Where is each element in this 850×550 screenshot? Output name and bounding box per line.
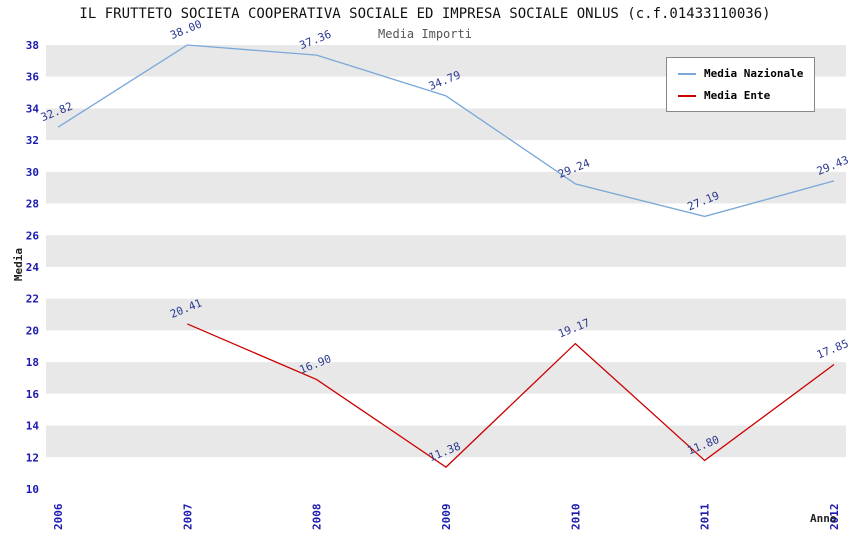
- x-tick-label: 2012: [828, 504, 841, 531]
- plot-band: [46, 362, 846, 394]
- legend-marker-media-ente: [678, 94, 696, 97]
- y-tick-label: 16: [26, 388, 40, 401]
- y-tick-label: 10: [26, 483, 39, 496]
- y-tick-label: 22: [26, 293, 39, 306]
- chart-title: IL FRUTTETO SOCIETA COOPERATIVA SOCIALE …: [79, 6, 771, 22]
- plot-band: [46, 140, 846, 172]
- x-axis-title: Anno: [810, 512, 837, 525]
- y-tick-label: 14: [26, 420, 40, 433]
- series-line: [187, 323, 835, 468]
- y-tick-label: 28: [26, 198, 39, 211]
- y-tick-label: 30: [26, 166, 39, 179]
- legend-item-media-nazionale: Media Nazionale: [678, 67, 803, 80]
- x-tick-label: 2008: [311, 504, 324, 531]
- plot-band: [46, 171, 846, 204]
- y-tick-label: 26: [26, 229, 40, 242]
- legend-label-media-nazionale: Media Nazionale: [704, 67, 804, 80]
- y-tick-label: 38: [26, 39, 39, 52]
- y-tick-label: 20: [26, 324, 39, 337]
- x-tick-label: 2011: [699, 503, 712, 530]
- x-tick-label: 2007: [181, 504, 194, 531]
- x-tick-label: 2010: [569, 504, 582, 531]
- y-axis-title: Media: [12, 247, 26, 282]
- plot-band: [46, 457, 846, 489]
- y-tick-label: 18: [26, 356, 39, 369]
- y-tick-label: 32: [26, 134, 39, 147]
- legend-marker-media-nazionale: [678, 72, 696, 75]
- legend: Media Nazionale Media Ente: [666, 57, 816, 112]
- legend-item-media-ente: Media Ente: [678, 89, 803, 102]
- y-tick-label: 34: [26, 102, 40, 115]
- plot-band: [46, 330, 846, 363]
- plot-band: [46, 267, 846, 299]
- plot-band: [46, 235, 846, 267]
- y-tick-label: 36: [26, 71, 40, 84]
- y-tick-label: 12: [26, 451, 39, 464]
- x-tick-label: 2006: [52, 503, 65, 530]
- plot-band: [46, 298, 846, 331]
- series-line: [57, 44, 835, 218]
- plot-band: [46, 108, 846, 141]
- plot-band: [46, 203, 846, 236]
- legend-label-media-ente: Media Ente: [704, 89, 771, 102]
- x-tick-label: 2009: [440, 504, 453, 531]
- chart-subtitle: Media Importi: [378, 27, 472, 41]
- y-tick-label: 24: [26, 261, 40, 274]
- plot-band: [46, 425, 846, 458]
- plot-band: [46, 393, 846, 426]
